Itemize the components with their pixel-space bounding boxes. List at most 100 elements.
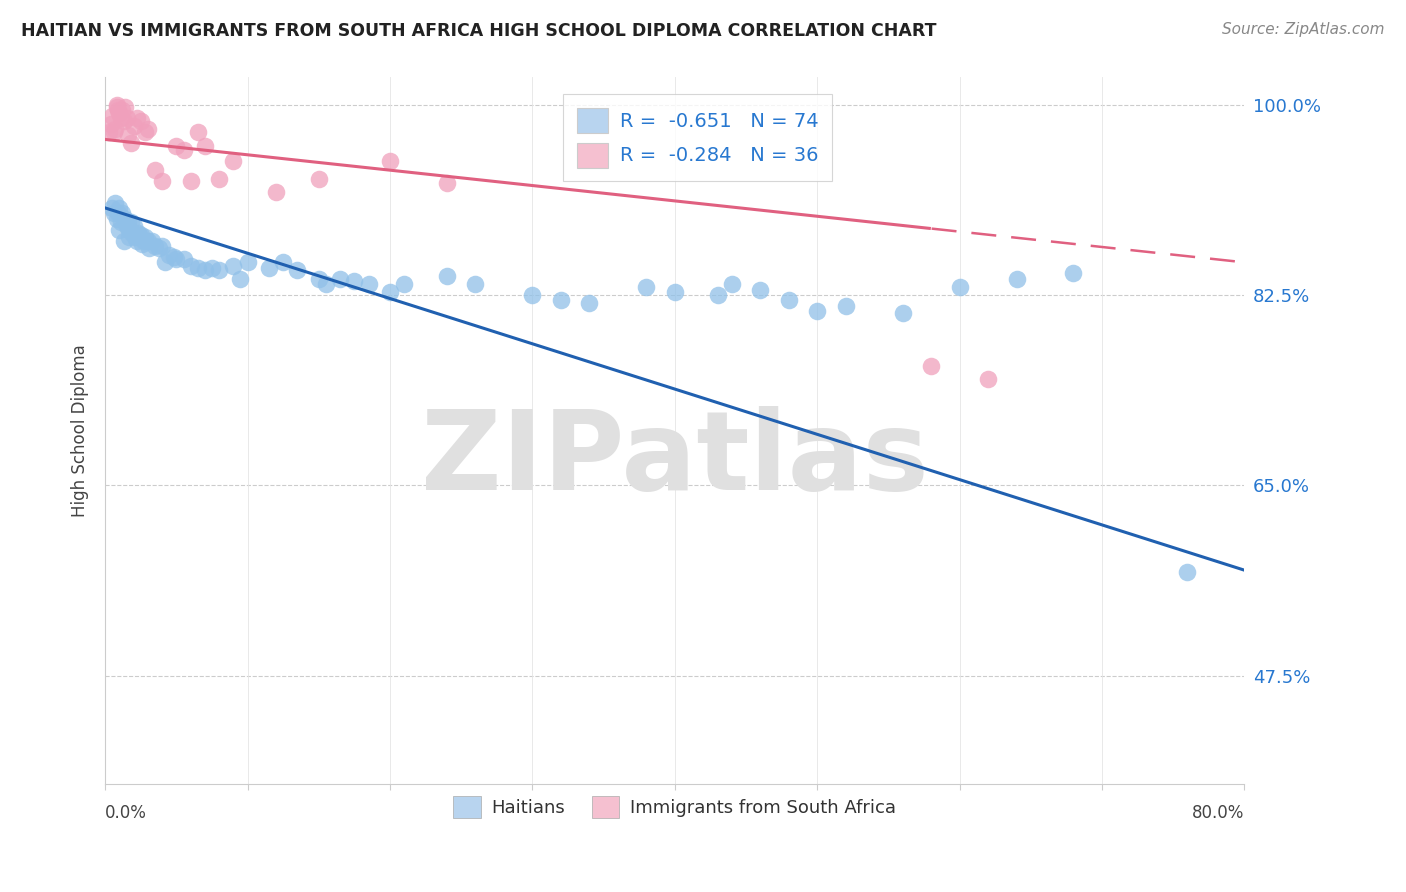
Point — [111, 103, 134, 117]
Point — [436, 176, 458, 190]
Point — [977, 372, 1000, 386]
Point — [138, 241, 160, 255]
Point — [257, 260, 280, 275]
Point — [136, 234, 159, 248]
Point — [165, 252, 187, 266]
Point — [578, 295, 600, 310]
Point — [194, 139, 217, 153]
Point — [236, 255, 259, 269]
Point — [143, 162, 166, 177]
Point — [264, 185, 287, 199]
Point — [125, 234, 148, 248]
Point — [222, 154, 245, 169]
Point — [522, 288, 544, 302]
Point — [112, 211, 135, 226]
Point — [121, 226, 143, 240]
Point — [108, 106, 131, 120]
Point — [834, 299, 856, 313]
Point — [720, 277, 742, 291]
Point — [173, 252, 195, 266]
Point — [112, 234, 135, 248]
Point — [194, 263, 217, 277]
Point — [141, 234, 163, 248]
Point — [636, 280, 658, 294]
Point — [378, 285, 401, 299]
Point — [329, 271, 352, 285]
Point — [111, 206, 134, 220]
Point — [948, 280, 970, 294]
Point — [108, 201, 131, 215]
Point — [436, 269, 458, 284]
Point — [115, 219, 138, 234]
Point — [136, 121, 159, 136]
Point — [101, 201, 124, 215]
Point — [920, 359, 942, 373]
Point — [150, 239, 173, 253]
Point — [394, 277, 416, 291]
Point — [134, 230, 156, 244]
Point — [110, 111, 132, 125]
Point — [128, 228, 150, 243]
Point — [157, 248, 180, 262]
Point — [114, 100, 136, 114]
Text: HAITIAN VS IMMIGRANTS FROM SOUTH AFRICA HIGH SCHOOL DIPLOMA CORRELATION CHART: HAITIAN VS IMMIGRANTS FROM SOUTH AFRICA … — [21, 22, 936, 40]
Point — [308, 271, 330, 285]
Point — [222, 259, 245, 273]
Point — [127, 226, 149, 240]
Point — [308, 171, 330, 186]
Point — [104, 121, 127, 136]
Point — [208, 171, 231, 186]
Point — [129, 114, 152, 128]
Point — [129, 228, 152, 243]
Point — [287, 263, 309, 277]
Point — [132, 234, 155, 248]
Point — [103, 125, 125, 139]
Point — [104, 195, 127, 210]
Point — [749, 283, 772, 297]
Y-axis label: High School Diploma: High School Diploma — [72, 344, 89, 517]
Point — [1177, 566, 1199, 580]
Point — [112, 114, 135, 128]
Point — [201, 260, 224, 275]
Point — [891, 306, 914, 320]
Point — [118, 230, 141, 244]
Point — [105, 100, 128, 114]
Point — [114, 211, 136, 226]
Point — [103, 206, 125, 220]
Point — [378, 154, 401, 169]
Point — [110, 215, 132, 229]
Point — [134, 125, 156, 139]
Point — [1005, 271, 1028, 285]
Point — [124, 230, 146, 244]
Point — [100, 117, 122, 131]
Point — [180, 259, 202, 273]
Point — [357, 277, 380, 291]
Text: ZIPatlas: ZIPatlas — [420, 406, 929, 513]
Text: Source: ZipAtlas.com: Source: ZipAtlas.com — [1222, 22, 1385, 37]
Point — [778, 293, 800, 308]
Point — [153, 255, 176, 269]
Point — [101, 108, 124, 122]
Text: 80.0%: 80.0% — [1192, 804, 1244, 822]
Point — [122, 120, 145, 134]
Point — [187, 260, 209, 275]
Point — [271, 255, 294, 269]
Point — [343, 274, 366, 288]
Point — [120, 215, 142, 229]
Point — [1063, 266, 1085, 280]
Point — [806, 304, 828, 318]
Point — [108, 223, 131, 237]
Point — [105, 97, 128, 112]
Point — [115, 111, 138, 125]
Point — [180, 174, 202, 188]
Point — [98, 125, 121, 139]
Point — [208, 263, 231, 277]
Text: 0.0%: 0.0% — [105, 804, 148, 822]
Point — [105, 211, 128, 226]
Point — [173, 144, 195, 158]
Point — [107, 103, 129, 117]
Point — [118, 223, 141, 237]
Point — [120, 136, 142, 150]
Point — [131, 236, 153, 251]
Point — [117, 215, 139, 229]
